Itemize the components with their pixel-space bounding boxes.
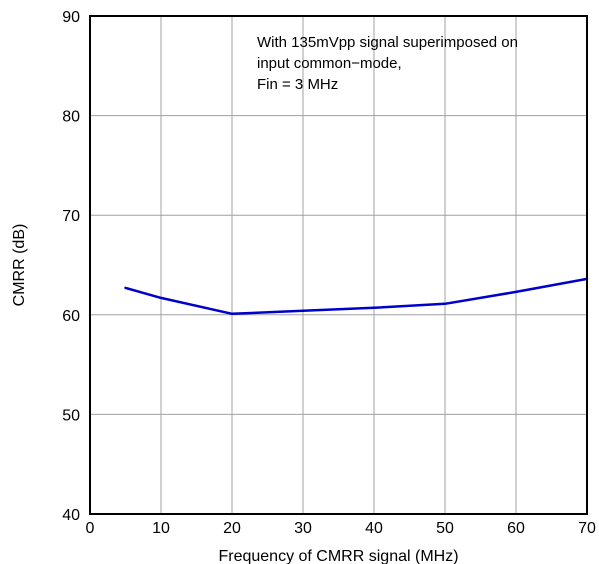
y-tick-label-50: 50 — [62, 407, 80, 424]
x-axis-title: Frequency of CMRR signal (MHz) — [218, 548, 458, 564]
x-tick-label-60: 60 — [507, 520, 525, 537]
y-tick-label-90: 90 — [62, 9, 80, 26]
series-0-point-0 — [124, 287, 127, 289]
plot-frame — [89, 15, 588, 515]
y-tick-label-60: 60 — [62, 308, 80, 325]
series-0-point-6 — [515, 291, 517, 293]
series-0-point-5 — [444, 303, 446, 305]
annotation-line-1: With 135mVpp signal superimposed on — [257, 34, 518, 51]
x-tick-label-40: 40 — [365, 520, 383, 537]
tick-label-layer: 0 10 20 30 40 50 60 70 40 50 60 70 80 90 — [62, 9, 596, 537]
series-line-0 — [124, 277, 589, 316]
series-0-point-2 — [231, 313, 233, 315]
y-axis-title: CMRR (dB) — [11, 224, 28, 307]
annotation-line-3: Fin = 3 MHz — [257, 76, 338, 93]
x-tick-label-70: 70 — [578, 520, 596, 537]
series-0-point-1 — [160, 297, 162, 299]
y-tick-label-80: 80 — [62, 109, 80, 126]
y-tick-label-40: 40 — [62, 507, 80, 524]
y-tick-label-70: 70 — [62, 208, 80, 225]
x-tick-label-0: 0 — [86, 520, 95, 537]
x-tick-label-50: 50 — [436, 520, 454, 537]
annotation-box: With 135mVpp signal superimposed on inpu… — [257, 34, 518, 93]
annotation-line-2: input common−mode, — [257, 55, 402, 72]
series-0-point-3 — [302, 310, 304, 312]
x-tick-label-20: 20 — [223, 520, 241, 537]
series-0-point-4 — [373, 307, 375, 309]
x-tick-label-10: 10 — [152, 520, 170, 537]
x-tick-label-30: 30 — [294, 520, 312, 537]
grid-layer — [90, 16, 587, 514]
